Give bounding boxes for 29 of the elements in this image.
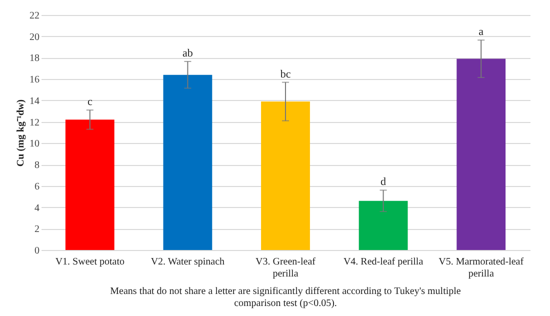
annotation: d [380, 176, 387, 188]
y-tick-label: 4 [34, 202, 40, 214]
annotation: bc [280, 68, 291, 80]
annotation: a [478, 26, 484, 38]
y-tick-label: 20 [30, 32, 40, 43]
y-tick-label: 16 [30, 74, 40, 86]
bar [358, 200, 408, 250]
bar [163, 74, 212, 250]
y-tick-label: 0 [34, 246, 40, 256]
bar [456, 58, 506, 250]
y-tick-label: 6 [34, 181, 40, 192]
x-tick-label: V4. Red-leaf perilla [343, 256, 424, 268]
y-tick-label: 18 [30, 53, 40, 64]
bar [65, 120, 114, 250]
y-tick-label: 22 [30, 10, 40, 22]
y-tick-label: 8 [34, 160, 40, 172]
text: Means that do not share a letter are significantly different according to Tukey's multiple comparison test (p<0.05). [110, 286, 462, 309]
x-tick-label: V2. Water spinach [150, 256, 225, 268]
x-tick-label: V5. Marmorated-leaf perilla [438, 256, 524, 280]
x-tick-label: V1. Sweet potato [55, 256, 124, 268]
bar [261, 102, 310, 250]
y-tick-label: 10 [30, 138, 40, 150]
y-tick-label: 14 [30, 96, 40, 107]
annotation: c [87, 96, 92, 108]
y-tick-label: 12 [30, 117, 40, 128]
x-tick-label: V3. Green-leaf perilla [256, 256, 316, 280]
annotation: ab [182, 47, 194, 60]
y-axis-title: Cu (mg kg⁻¹dw) [16, 99, 26, 167]
y-tick-label: 2 [34, 224, 40, 236]
